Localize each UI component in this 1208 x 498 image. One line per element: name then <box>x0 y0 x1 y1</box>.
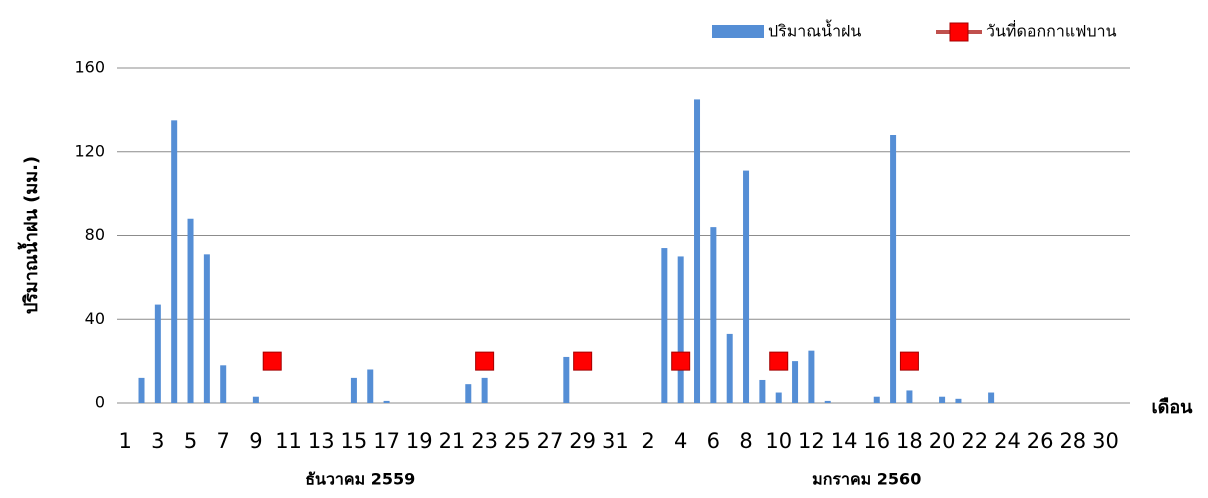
x-tick-label: 20 <box>929 429 956 453</box>
x-tick-label: 14 <box>831 429 858 453</box>
bar <box>792 361 799 403</box>
y-tick-label: 160 <box>74 58 105 77</box>
x-tick-label: 25 <box>504 429 531 453</box>
x-tick-label: 19 <box>406 429 433 453</box>
bar <box>743 170 750 403</box>
x-tick-label: 11 <box>275 429 302 453</box>
x-tick-label: 13 <box>308 429 335 453</box>
x-tick-label: 4 <box>674 429 687 453</box>
y-tick-label: 40 <box>85 309 105 328</box>
y-tick-label: 80 <box>85 225 105 244</box>
bar <box>187 218 194 403</box>
x-tick-label: 1 <box>118 429 131 453</box>
x-tick-label: 9 <box>249 429 262 453</box>
x-tick-label: 27 <box>537 429 564 453</box>
legend-swatch <box>949 22 969 42</box>
x-tick-label: 29 <box>569 429 596 453</box>
x-tick-label: 6 <box>707 429 720 453</box>
bar <box>775 392 782 403</box>
marker <box>262 351 282 371</box>
bar <box>563 356 570 403</box>
bar <box>873 396 880 403</box>
y-tick-label: 120 <box>74 141 105 160</box>
y-axis-title: ปริมาณน้ำฝน (มม.) <box>17 156 42 314</box>
bar <box>906 390 913 403</box>
bar <box>661 248 668 403</box>
legend-label: วันที่ดอกกาแฟบาน <box>986 20 1117 41</box>
x-tick-label: 12 <box>798 429 825 453</box>
legend-swatch <box>712 25 764 38</box>
bar <box>726 333 733 403</box>
bar <box>710 227 717 403</box>
marker <box>899 351 919 371</box>
marker <box>671 351 691 371</box>
bar <box>677 256 684 403</box>
x-tick-label: 2 <box>641 429 654 453</box>
bar <box>171 120 178 403</box>
bar <box>138 377 145 403</box>
bar <box>988 392 995 403</box>
y-tick-label: 0 <box>95 393 105 412</box>
x-tick-label: 10 <box>765 429 792 453</box>
marker <box>573 351 593 371</box>
legend-label: ปริมาณน้ำฝน <box>768 20 861 41</box>
bar <box>824 400 831 403</box>
group-label: ธันวาคม 2559 <box>305 470 415 489</box>
bar <box>350 377 357 403</box>
x-tick-label: 22 <box>961 429 988 453</box>
x-tick-label: 18 <box>896 429 923 453</box>
bar <box>481 377 488 403</box>
bar <box>220 365 227 403</box>
bar <box>367 369 374 403</box>
marker <box>475 351 495 371</box>
x-tick-label: 15 <box>341 429 368 453</box>
bar <box>694 99 701 403</box>
x-tick-label: 8 <box>739 429 752 453</box>
x-tick-label: 16 <box>863 429 890 453</box>
x-tick-label: 17 <box>373 429 400 453</box>
bar <box>759 379 766 403</box>
x-tick-label: 5 <box>184 429 197 453</box>
x-tick-label: 3 <box>151 429 164 453</box>
x-tick-label: 24 <box>994 429 1021 453</box>
x-tick-label: 30 <box>1092 429 1119 453</box>
x-tick-label: 31 <box>602 429 629 453</box>
bar <box>383 400 390 403</box>
bar <box>890 135 897 403</box>
bar <box>955 398 962 403</box>
bar <box>252 396 259 403</box>
bar <box>154 304 161 403</box>
bar <box>465 384 472 403</box>
x-axis-title: เดือน <box>1152 397 1194 418</box>
group-label: มกราคม 2560 <box>812 470 921 489</box>
bar <box>939 396 946 403</box>
x-tick-label: 26 <box>1027 429 1054 453</box>
x-tick-label: 21 <box>439 429 466 453</box>
marker <box>769 351 789 371</box>
x-tick-label: 28 <box>1059 429 1086 453</box>
x-tick-label: 7 <box>217 429 230 453</box>
x-tick-label: 23 <box>471 429 498 453</box>
bar <box>203 254 210 403</box>
bar <box>808 350 815 403</box>
